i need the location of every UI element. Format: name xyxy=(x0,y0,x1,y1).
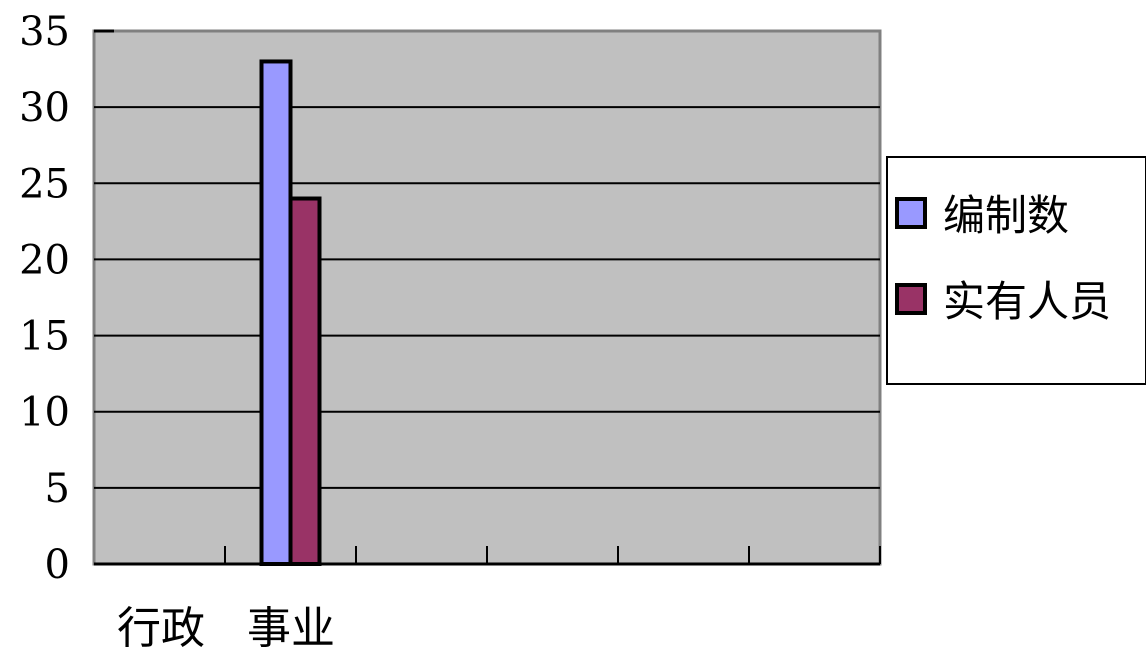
legend: 编制数 实有人员 xyxy=(886,156,1146,385)
y-tick-label: 35 xyxy=(19,9,70,55)
y-tick-label: 0 xyxy=(45,542,70,588)
y-tick-label: 30 xyxy=(19,85,70,131)
bar-bianzhishu xyxy=(259,59,293,566)
x-category-label: 行政 xyxy=(117,603,205,649)
gridlines xyxy=(94,29,880,489)
legend-swatch-shiyourenyuan xyxy=(895,283,927,315)
y-tick-labels: 0 5 10 15 20 25 30 35 xyxy=(19,9,70,588)
y-tick-label: 15 xyxy=(19,314,70,360)
y-tick-label: 25 xyxy=(19,161,70,207)
x-ticks xyxy=(224,546,881,564)
legend-swatch-bianzhishu xyxy=(895,197,927,229)
x-category-label: 事业 xyxy=(247,603,335,649)
y-tick-label: 20 xyxy=(19,237,70,283)
x-category-labels: 行政 事业 xyxy=(117,603,335,649)
legend-label-bianzhishu: 编制数 xyxy=(943,191,1069,240)
bar-shiyourenyuan xyxy=(288,196,322,566)
legend-box xyxy=(886,156,1146,385)
legend-label-shiyourenyuan: 实有人员 xyxy=(943,277,1111,326)
plot-area xyxy=(92,29,882,566)
y-tick-label: 10 xyxy=(19,390,70,436)
y-tick-label: 5 xyxy=(45,466,70,512)
